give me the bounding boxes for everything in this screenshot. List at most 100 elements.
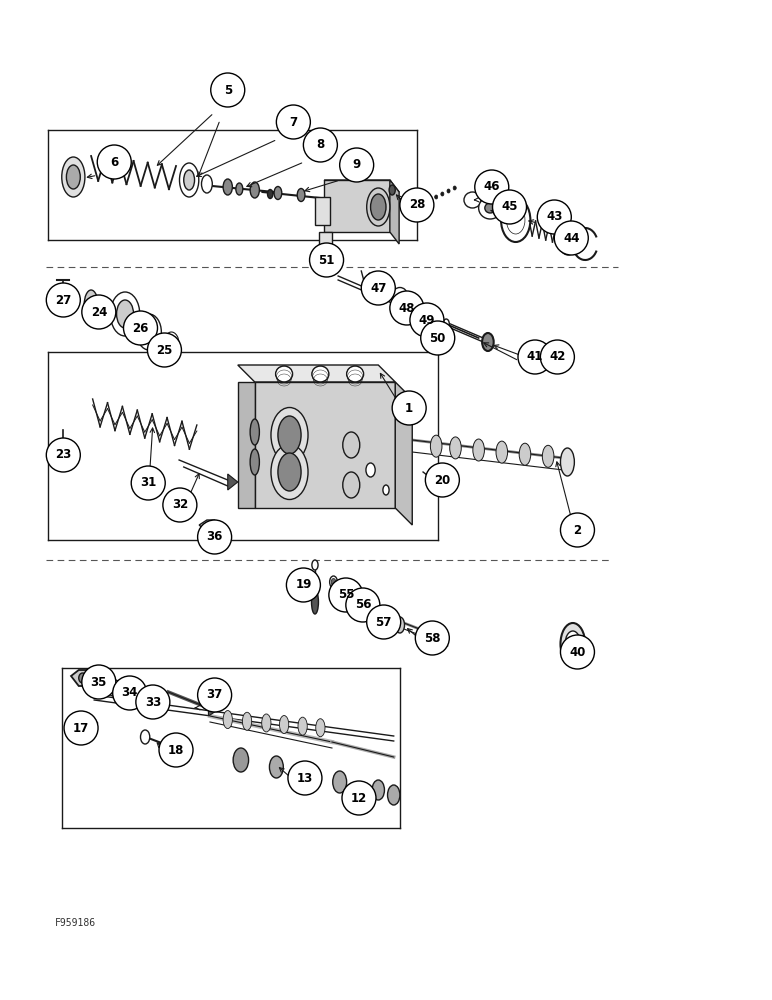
Text: 26: 26	[132, 322, 149, 334]
Text: 34: 34	[121, 686, 138, 700]
Circle shape	[392, 391, 426, 425]
Circle shape	[554, 221, 588, 255]
Text: 23: 23	[55, 448, 72, 462]
Polygon shape	[199, 520, 220, 532]
Ellipse shape	[345, 584, 353, 596]
Ellipse shape	[479, 197, 502, 219]
Text: 46: 46	[483, 180, 500, 194]
Ellipse shape	[441, 192, 444, 196]
Ellipse shape	[520, 443, 531, 465]
Circle shape	[198, 520, 232, 554]
Circle shape	[390, 291, 424, 325]
Ellipse shape	[485, 203, 496, 213]
Ellipse shape	[331, 578, 336, 585]
Ellipse shape	[389, 185, 395, 195]
Ellipse shape	[388, 785, 400, 805]
Polygon shape	[238, 382, 255, 508]
Ellipse shape	[164, 332, 179, 356]
Ellipse shape	[565, 631, 581, 657]
Ellipse shape	[262, 714, 271, 732]
Circle shape	[415, 621, 449, 655]
Ellipse shape	[223, 179, 232, 195]
Text: 32: 32	[171, 498, 188, 512]
Circle shape	[540, 340, 574, 374]
Ellipse shape	[354, 595, 360, 605]
Ellipse shape	[137, 314, 161, 350]
Polygon shape	[255, 382, 395, 508]
Text: 2: 2	[574, 524, 581, 536]
Circle shape	[136, 685, 170, 719]
Polygon shape	[390, 180, 399, 244]
Ellipse shape	[66, 165, 80, 189]
Circle shape	[159, 733, 193, 767]
Ellipse shape	[482, 333, 494, 351]
Text: 9: 9	[353, 158, 361, 172]
Circle shape	[82, 665, 116, 699]
Circle shape	[124, 311, 157, 345]
Ellipse shape	[560, 448, 574, 476]
Text: 58: 58	[424, 632, 441, 645]
Ellipse shape	[316, 719, 325, 737]
Text: 45: 45	[501, 200, 518, 214]
Ellipse shape	[415, 300, 420, 308]
Ellipse shape	[371, 194, 386, 220]
Text: 33: 33	[144, 696, 161, 708]
Circle shape	[475, 170, 509, 204]
Text: 56: 56	[354, 598, 371, 611]
Text: 51: 51	[318, 253, 335, 266]
Ellipse shape	[271, 444, 308, 499]
Polygon shape	[315, 197, 330, 225]
Circle shape	[286, 568, 320, 602]
Ellipse shape	[110, 292, 140, 336]
Ellipse shape	[312, 590, 318, 614]
Polygon shape	[238, 365, 395, 382]
Circle shape	[310, 243, 344, 277]
Ellipse shape	[435, 195, 438, 199]
Circle shape	[198, 678, 232, 712]
Ellipse shape	[297, 188, 305, 202]
Circle shape	[518, 340, 552, 374]
Polygon shape	[324, 180, 399, 192]
Circle shape	[64, 711, 98, 745]
Ellipse shape	[395, 617, 405, 633]
Ellipse shape	[343, 432, 360, 458]
Ellipse shape	[179, 163, 199, 197]
Ellipse shape	[141, 730, 150, 744]
Text: 36: 36	[206, 530, 223, 544]
Text: 13: 13	[296, 772, 313, 784]
Circle shape	[425, 463, 459, 497]
Text: 49: 49	[418, 314, 435, 326]
Ellipse shape	[279, 716, 289, 734]
Ellipse shape	[62, 157, 85, 197]
Text: 55: 55	[337, 588, 354, 601]
Ellipse shape	[233, 748, 249, 772]
Text: 28: 28	[408, 198, 425, 212]
Text: F959186: F959186	[55, 918, 96, 928]
Ellipse shape	[333, 771, 347, 793]
Circle shape	[46, 283, 80, 317]
Ellipse shape	[312, 366, 329, 382]
Ellipse shape	[242, 712, 252, 730]
Polygon shape	[395, 382, 412, 525]
Text: 44: 44	[563, 232, 580, 244]
Text: 12: 12	[350, 792, 367, 804]
Text: 27: 27	[55, 294, 72, 306]
Ellipse shape	[560, 623, 585, 665]
Circle shape	[410, 303, 444, 337]
Polygon shape	[69, 716, 97, 730]
Text: 40: 40	[569, 646, 586, 658]
Circle shape	[537, 200, 571, 234]
Circle shape	[400, 188, 434, 222]
Ellipse shape	[201, 175, 212, 193]
Polygon shape	[228, 474, 238, 490]
Circle shape	[131, 466, 165, 500]
Ellipse shape	[236, 183, 242, 195]
Ellipse shape	[464, 192, 481, 208]
Ellipse shape	[106, 680, 123, 696]
Text: 31: 31	[140, 477, 157, 489]
Circle shape	[82, 295, 116, 329]
Ellipse shape	[330, 576, 337, 588]
Text: 37: 37	[206, 688, 223, 702]
Ellipse shape	[267, 190, 273, 198]
Text: 17: 17	[73, 722, 90, 734]
